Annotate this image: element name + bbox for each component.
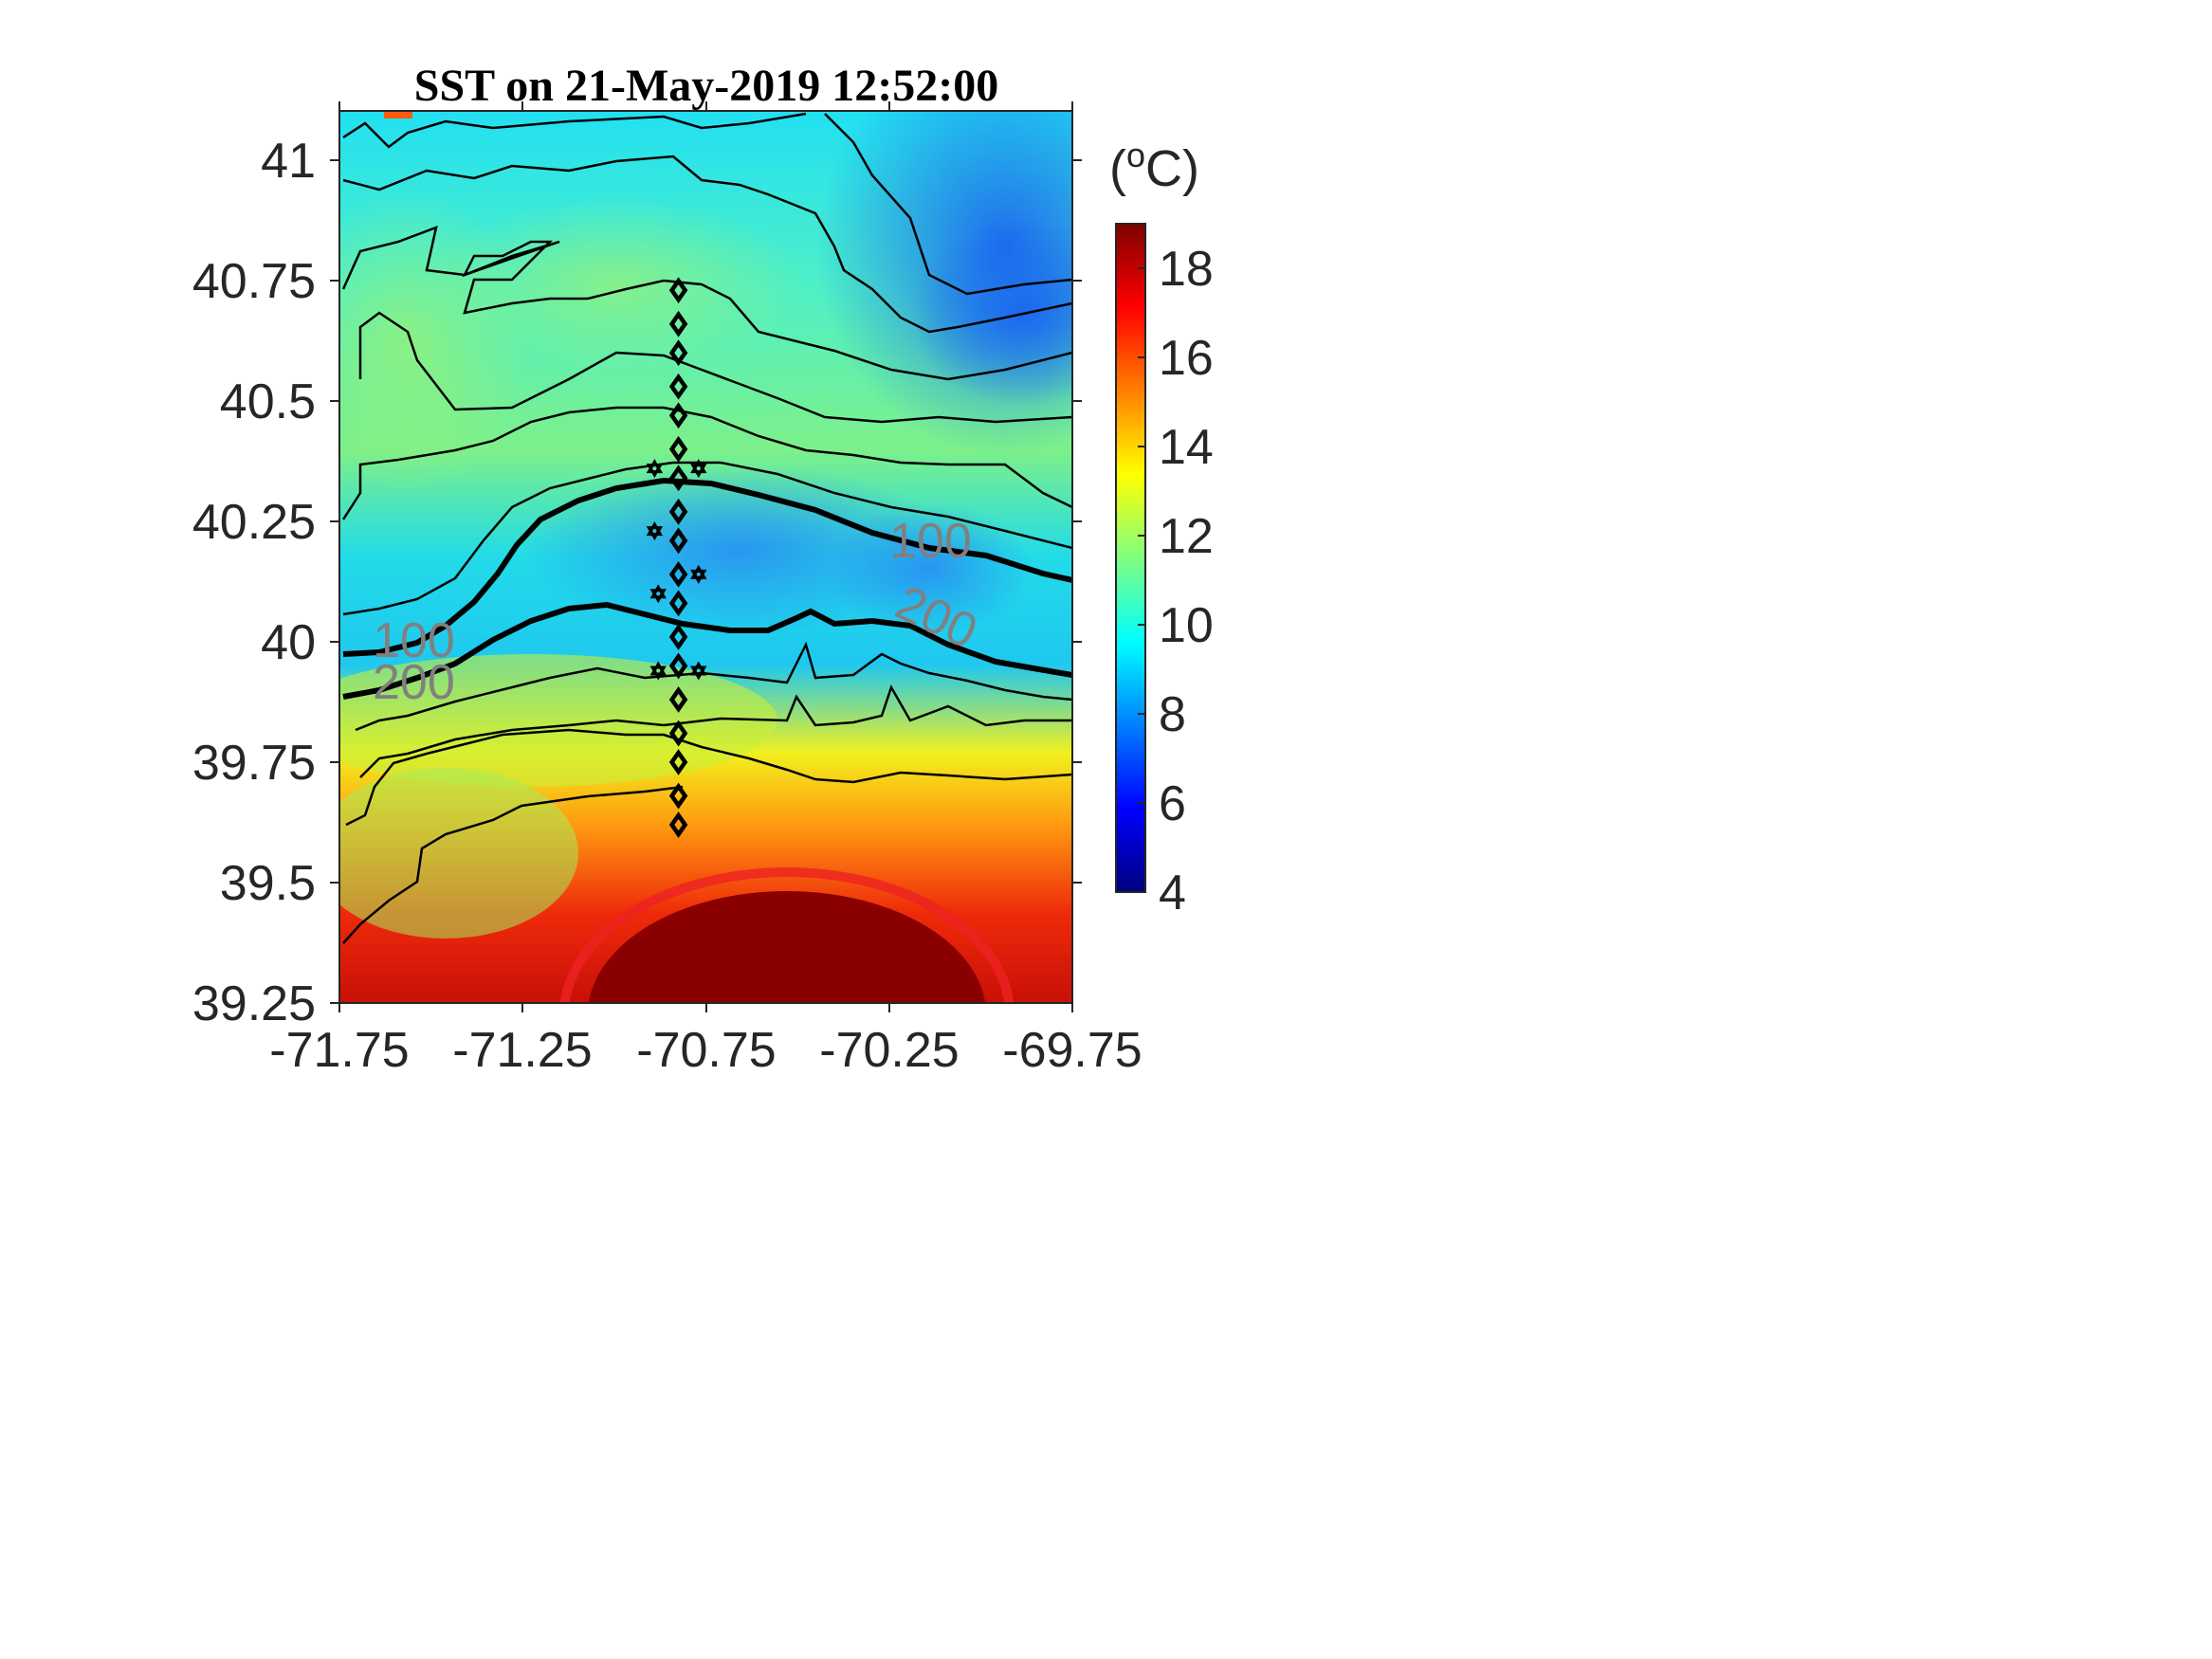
y-tick-labels: 41 40.75 40.5 40.25 40 39.75 39.5 39.25: [192, 134, 316, 1031]
station-star-marker: [646, 459, 664, 479]
colorbar-tick-label: 6: [1159, 776, 1186, 831]
x-tick-label: -71.75: [269, 1023, 409, 1078]
station-diamond-marker: [668, 749, 688, 775]
x-tick-label: -71.25: [452, 1023, 592, 1078]
colorbar-tick-label: 16: [1159, 331, 1214, 386]
station-star-marker: [690, 661, 707, 681]
station-diamond-marker: [668, 527, 688, 555]
y-tick-label: 39.25: [192, 976, 316, 1031]
sst-field: [339, 111, 1072, 1003]
y-tick-label: 40.25: [192, 495, 316, 550]
station-diamonds: [668, 277, 688, 838]
isobath-label-200-west: 200: [373, 655, 455, 710]
station-star-marker: [646, 521, 664, 541]
station-diamond-marker: [668, 310, 688, 337]
y-tick-label: 41: [261, 134, 316, 189]
station-star-marker: [649, 661, 667, 681]
x-tick-label: -69.75: [1002, 1023, 1142, 1078]
colorbar-tick-label: 18: [1159, 242, 1214, 297]
y-tick-label: 40: [261, 615, 316, 670]
station-diamond-marker: [668, 623, 688, 650]
colorbar-gradient: [1115, 223, 1146, 893]
station-diamond-marker: [668, 811, 688, 838]
station-star-marker: [690, 459, 707, 479]
map-axes: [330, 101, 1082, 1012]
isobath-label-100-east: 100: [889, 514, 972, 569]
colorbar-tick-label: 12: [1159, 509, 1214, 564]
station-star-marker: [690, 564, 707, 584]
chart-title: SST on 21-May-2019 12:52:00: [414, 61, 998, 111]
station-diamond-marker: [668, 686, 688, 713]
station-stars: [646, 459, 707, 681]
x-tick-label: -70.25: [819, 1023, 959, 1078]
colorbar-tick-label: 4: [1159, 866, 1186, 921]
station-diamond-marker: [668, 373, 688, 400]
y-tick-label: 40.5: [220, 374, 316, 429]
station-diamond-marker: [668, 402, 688, 429]
station-diamond-marker: [668, 435, 688, 463]
station-diamond-marker: [668, 782, 688, 810]
x-tick-label: -70.75: [636, 1023, 776, 1078]
colorbar-tick-label: 8: [1159, 687, 1186, 742]
colorbar-tick-label: 10: [1159, 598, 1214, 653]
station-diamond-marker: [668, 652, 688, 680]
warm-core-ring: [588, 891, 986, 1003]
bold-isobaths: [342, 477, 1072, 700]
station-diamond-marker: [668, 339, 688, 367]
station-diamond-marker: [668, 720, 688, 747]
colorbar: 18 16 14 12 10 8 6 4 (oC): [1109, 136, 1214, 921]
colorbar-unit-label: (oC): [1109, 136, 1199, 197]
station-star-marker: [649, 584, 667, 604]
station-diamond-marker: [668, 590, 688, 617]
colorbar-tick-label: 14: [1159, 420, 1214, 475]
station-diamond-marker: [668, 277, 688, 304]
y-tick-label: 39.75: [192, 736, 316, 791]
station-diamond-marker: [668, 498, 688, 525]
station-diamond-marker: [668, 560, 688, 588]
station-diamond-marker: [668, 465, 688, 492]
x-tick-labels: -71.75 -71.25 -70.75 -70.25 -69.75: [269, 1023, 1142, 1078]
y-tick-label: 40.75: [192, 254, 316, 309]
y-tick-label: 39.5: [220, 856, 316, 911]
isobath-contours: [341, 112, 1072, 944]
isobath-label-100-west: 100: [373, 613, 455, 668]
